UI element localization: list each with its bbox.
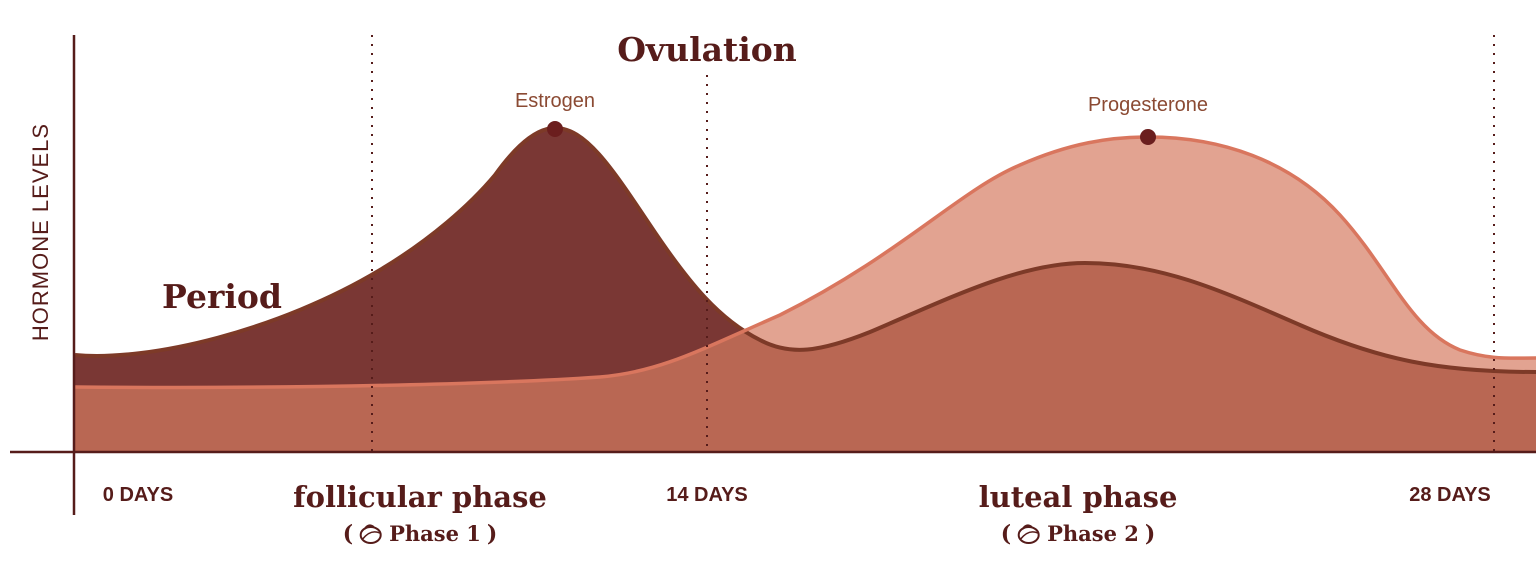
phase-1-sublabel: ( Phase 1 ) xyxy=(343,520,498,548)
ovulation-label: Ovulation xyxy=(617,30,797,69)
x-tick-14-days: 14 DAYS xyxy=(666,484,748,506)
x-tick-28-days: 28 DAYS xyxy=(1409,484,1491,506)
phase-2-close-paren: ) xyxy=(1144,521,1156,547)
phase-2-open-paren: ( xyxy=(1000,521,1012,547)
follicular-phase-label: follicular phase xyxy=(293,480,547,514)
phase-2-text: Phase 2 xyxy=(1047,521,1139,546)
luteal-phase-label: luteal phase xyxy=(979,480,1178,514)
estrogen-peak-dot xyxy=(547,121,563,137)
x-tick-0-days: 0 DAYS xyxy=(103,484,173,506)
estrogen-label: Estrogen xyxy=(515,90,595,112)
phase-leaf-icon xyxy=(360,524,383,544)
phase-1-text: Phase 1 xyxy=(389,521,481,546)
y-axis-label: HORMONE LEVELS xyxy=(28,123,53,341)
period-label: Period xyxy=(162,277,282,316)
phase-leaf-icon xyxy=(1018,524,1041,544)
progesterone-peak-dot xyxy=(1140,129,1156,145)
phase-1-close-paren: ) xyxy=(486,521,498,547)
phase-2-sublabel: ( Phase 2 ) xyxy=(1001,520,1156,548)
progesterone-label: Progesterone xyxy=(1088,94,1208,116)
phase-1-open-paren: ( xyxy=(342,521,354,547)
estrogen-line xyxy=(74,125,1536,374)
progesterone-line xyxy=(74,135,1536,390)
